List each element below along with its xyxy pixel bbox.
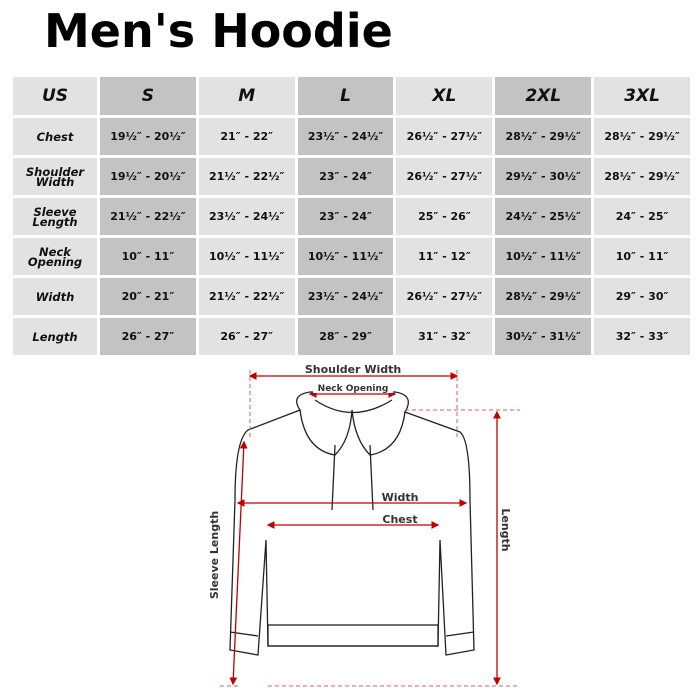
size-value-cell: 25″ - 26″	[396, 198, 493, 235]
neck-opening-label: Neck Opening	[318, 384, 389, 394]
row-label: Neck Opening	[13, 238, 97, 275]
size-value-cell: 10½″ - 11½″	[297, 238, 394, 275]
size-value-cell: 26½″ - 27½″	[396, 118, 493, 155]
size-value-cell: 21½″ - 22½″	[198, 278, 295, 315]
row-label: Width	[13, 278, 97, 315]
size-value-cell: 29″ - 30″	[594, 278, 690, 315]
size-value-cell: 19½″ - 20½″	[100, 118, 196, 155]
shoulder-width-label: Shoulder Width	[305, 363, 401, 376]
size-value-cell: 21½″ - 22½″	[100, 198, 196, 235]
size-value-cell: 24″ - 25″	[594, 198, 690, 235]
size-value-cell: 10″ - 11″	[100, 238, 196, 275]
row-label: Chest	[13, 118, 97, 155]
row-label: Sleeve Length	[13, 198, 97, 235]
header-cell: L	[297, 77, 394, 115]
size-value-cell: 29½″ - 30½″	[495, 158, 592, 195]
size-value-cell: 28½″ - 29½″	[495, 278, 592, 315]
table-row: Chest 19½″ - 20½″ 21″ - 22″ 23½″ - 24½″ 26½″…	[13, 118, 690, 155]
size-value-cell: 28″ - 29″	[297, 318, 394, 355]
size-value-cell: 19½″ - 20½″	[100, 158, 196, 195]
size-value-cell: 26½″ - 27½″	[396, 278, 493, 315]
size-value-cell: 23½″ - 24½″	[198, 198, 295, 235]
size-value-cell: 23½″ - 24½″	[297, 278, 394, 315]
width-label: Width	[382, 491, 419, 504]
table-row: Shoulder Width 19½″ - 20½″ 21½″ - 22½″ 23″ …	[13, 158, 690, 195]
header-cell: XL	[396, 77, 493, 115]
size-value-cell: 32″ - 33″	[594, 318, 690, 355]
size-value-cell: 28½″ - 29½″	[594, 118, 690, 155]
size-value-cell: 10½″ - 11½″	[198, 238, 295, 275]
size-value-cell: 24½″ - 25½″	[495, 198, 592, 235]
size-value-cell: 11″ - 12″	[396, 238, 493, 275]
size-value-cell: 30½″ - 31½″	[495, 318, 592, 355]
hoodie-outline-icon	[229, 391, 475, 656]
size-value-cell: 23½″ - 24½″	[297, 118, 394, 155]
table-row: Width 20″ - 21″ 21½″ - 22½″ 23½″ - 24½″ 26½″…	[13, 278, 690, 315]
sleeve-length-label: Sleeve Length	[208, 511, 221, 599]
size-value-cell: 26″ - 27″	[198, 318, 295, 355]
size-value-cell: 10½″ - 11½″	[495, 238, 592, 275]
header-cell: S	[100, 77, 196, 115]
length-label: Length	[499, 508, 512, 551]
table-row: Length 26″ - 27″ 26″ - 27″ 28″ - 29″ 31″ - 3…	[13, 318, 690, 355]
chest-label: Chest	[382, 513, 417, 526]
size-value-cell: 21½″ - 22½″	[198, 158, 295, 195]
hoodie-diagram: Shoulder Width Neck Opening Width Chest …	[208, 362, 520, 687]
page-title: Men's Hoodie	[44, 4, 393, 58]
size-value-cell: 21″ - 22″	[198, 118, 295, 155]
size-value-cell: 28½″ - 29½″	[594, 158, 690, 195]
header-cell: US	[13, 77, 97, 115]
table-row: Sleeve Length 21½″ - 22½″ 23½″ - 24½″ 23″ -…	[13, 198, 690, 235]
header-cell: 2XL	[495, 77, 592, 115]
header-row: US S M L XL 2XL 3XL	[13, 77, 690, 115]
size-value-cell: 20″ - 21″	[100, 278, 196, 315]
size-value-cell: 31″ - 32″	[396, 318, 493, 355]
size-chart-table: US S M L XL 2XL 3XL Chest 19½″ - 20½″ 21″ - 22″ 23…	[10, 74, 693, 358]
header-cell: 3XL	[594, 77, 690, 115]
size-value-cell: 26″ - 27″	[100, 318, 196, 355]
size-value-cell: 23″ - 24″	[297, 158, 394, 195]
header-cell: M	[198, 77, 295, 115]
row-label: Shoulder Width	[13, 158, 97, 195]
table-row: Neck Opening 10″ - 11″ 10½″ - 11½″ 10½″ - 1…	[13, 238, 690, 275]
size-value-cell: 28½″ - 29½″	[495, 118, 592, 155]
size-value-cell: 26½″ - 27½″	[396, 158, 493, 195]
row-label: Length	[13, 318, 97, 355]
size-value-cell: 23″ - 24″	[297, 198, 394, 235]
size-value-cell: 10″ - 11″	[594, 238, 690, 275]
